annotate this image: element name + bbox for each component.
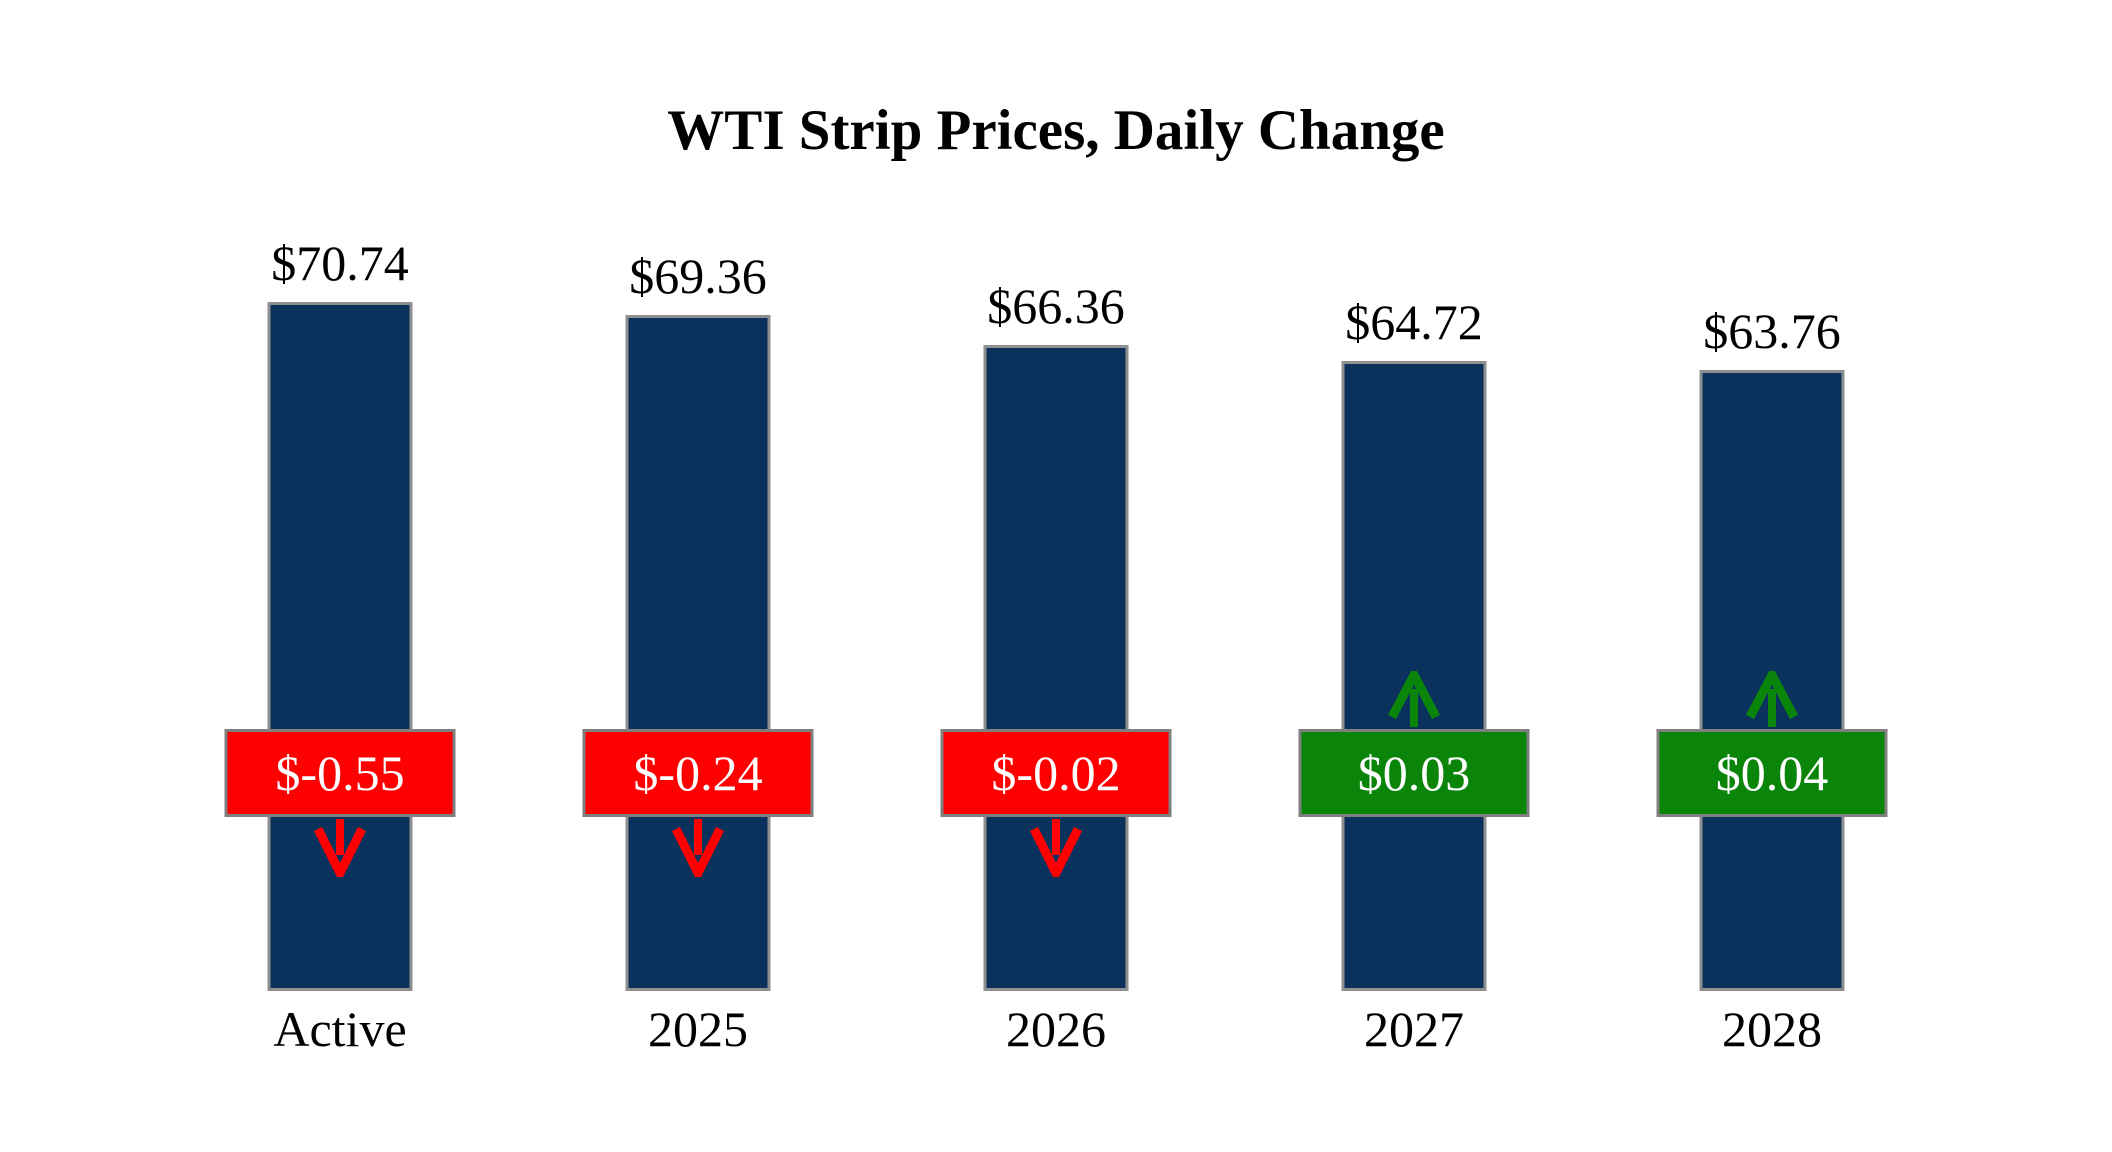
- change-value: $-0.55: [275, 745, 405, 801]
- category-label: 2028: [1722, 1001, 1822, 1057]
- change-value: $-0.24: [633, 745, 763, 801]
- change-badge: $0.03: [1298, 729, 1530, 817]
- arrow-up-icon: [1746, 671, 1798, 727]
- bar-group-2028: $63.76 $0.04 2028: [1593, 0, 1951, 1152]
- price-label: $66.36: [987, 278, 1125, 334]
- bar-group-2026: $66.36 $-0.02 2026: [877, 0, 1235, 1152]
- change-value: $-0.02: [991, 745, 1121, 801]
- change-value: $0.03: [1357, 745, 1471, 801]
- change-badge: $-0.02: [940, 729, 1172, 817]
- category-label: 2025: [648, 1001, 748, 1057]
- price-bar: [625, 315, 771, 991]
- arrow-down-icon: [313, 819, 367, 877]
- price-label: $69.36: [629, 248, 767, 304]
- change-badge: $-0.55: [224, 729, 456, 817]
- bar-group-2027: $64.72 $0.03 2027: [1235, 0, 1593, 1152]
- price-label: $64.72: [1345, 294, 1483, 350]
- change-badge: $0.04: [1656, 729, 1888, 817]
- category-label: 2026: [1006, 1001, 1106, 1057]
- change-value: $0.04: [1715, 745, 1829, 801]
- category-label: 2027: [1364, 1001, 1464, 1057]
- arrow-up-icon: [1388, 671, 1440, 727]
- price-bar: [983, 345, 1129, 991]
- bar-group-2025: $69.36 $-0.24 2025: [519, 0, 877, 1152]
- bar-group-active: $70.74 $-0.55 Active: [161, 0, 519, 1152]
- price-label: $63.76: [1703, 303, 1841, 359]
- arrow-down-icon: [1029, 819, 1083, 877]
- category-label: Active: [273, 1001, 407, 1057]
- change-badge: $-0.24: [582, 729, 814, 817]
- price-label: $70.74: [271, 235, 409, 291]
- arrow-down-icon: [671, 819, 725, 877]
- chart-title: WTI Strip Prices, Daily Change: [667, 99, 1445, 162]
- price-bar: [267, 302, 413, 991]
